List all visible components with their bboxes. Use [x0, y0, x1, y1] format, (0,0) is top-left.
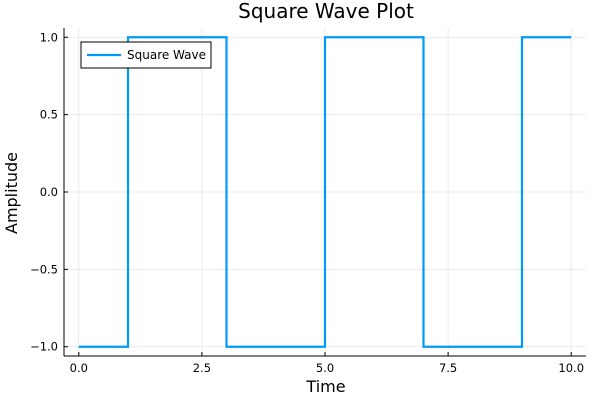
y-axis-label: Amplitude [2, 152, 21, 234]
y-tick-label: 1.0 [40, 30, 58, 44]
y-tick-label: −1.0 [30, 340, 58, 354]
legend: Square Wave [80, 41, 212, 69]
x-axis-label: Time [305, 377, 345, 396]
chart-title: Square Wave Plot [238, 0, 414, 23]
series-line-square-wave [78, 36, 572, 348]
series-layer [78, 36, 572, 348]
y-tick-label: 0.0 [40, 185, 58, 199]
x-tick-label: 10.0 [558, 361, 584, 375]
legend-label: Square Wave [127, 48, 206, 62]
y-tick-label: 0.5 [40, 108, 58, 122]
tick-labels: 0.0 2.5 5.0 7.5 10.0 1.0 0.5 0.0 −0.5 −1.0 [30, 30, 584, 375]
y-tick-label: −0.5 [30, 262, 58, 276]
x-tick-label: 7.5 [439, 361, 457, 375]
x-tick-label: 0.0 [70, 361, 88, 375]
plot-axes [63, 28, 586, 357]
x-tick-label: 5.0 [316, 361, 334, 375]
x-tick-label: 2.5 [193, 361, 211, 375]
